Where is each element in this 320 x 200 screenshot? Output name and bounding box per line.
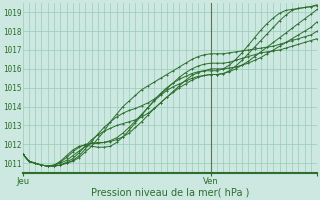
X-axis label: Pression niveau de la mer( hPa ): Pression niveau de la mer( hPa ): [91, 187, 249, 197]
